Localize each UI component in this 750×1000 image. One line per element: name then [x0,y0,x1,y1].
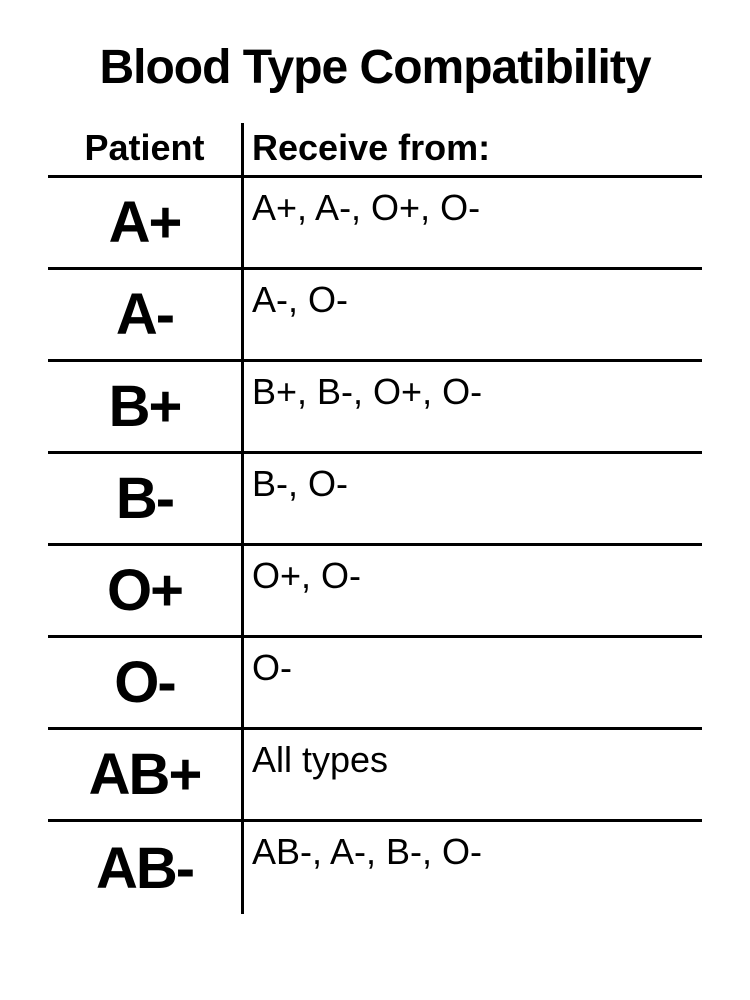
table-row: O- O- [48,638,702,730]
receive-cell: O+, O- [244,546,702,635]
patient-cell: A- [48,270,244,359]
page-title: Blood Type Compatibility [48,40,702,95]
table-row: A- A-, O- [48,270,702,362]
patient-cell: AB+ [48,730,244,819]
table-row: A+ A+, A-, O+, O- [48,178,702,270]
table-row: AB+ All types [48,730,702,822]
patient-cell: O- [48,638,244,727]
column-header-receive: Receive from: [244,123,702,175]
receive-cell: B-, O- [244,454,702,543]
receive-cell: B+, B-, O+, O- [244,362,702,451]
receive-cell: AB-, A-, B-, O- [244,822,702,914]
patient-cell: A+ [48,178,244,267]
receive-cell: All types [244,730,702,819]
compatibility-table: Patient Receive from: A+ A+, A-, O+, O- … [48,123,702,914]
table-header-row: Patient Receive from: [48,123,702,178]
patient-cell: B- [48,454,244,543]
table-row: O+ O+, O- [48,546,702,638]
table-row: B+ B+, B-, O+, O- [48,362,702,454]
table-row: B- B-, O- [48,454,702,546]
patient-cell: AB- [48,822,244,914]
receive-cell: A+, A-, O+, O- [244,178,702,267]
patient-cell: O+ [48,546,244,635]
patient-cell: B+ [48,362,244,451]
receive-cell: O- [244,638,702,727]
receive-cell: A-, O- [244,270,702,359]
table-row: AB- AB-, A-, B-, O- [48,822,702,914]
column-header-patient: Patient [48,123,244,175]
